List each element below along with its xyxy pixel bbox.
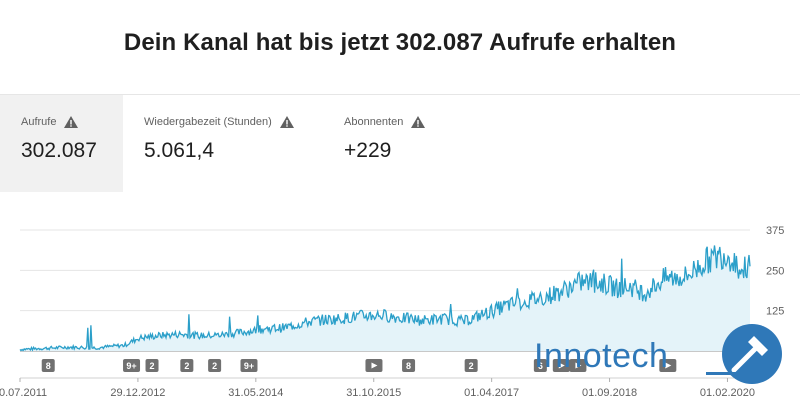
- marker-label: 8: [406, 361, 411, 371]
- annotation-marker[interactable]: [240, 359, 258, 372]
- y-tick-label: 250: [766, 265, 784, 277]
- metric-subscribers[interactable]: Abonnenten +229: [323, 95, 483, 192]
- annotation-marker[interactable]: [402, 359, 416, 372]
- x-tick-label: 30.07.2011: [0, 387, 47, 399]
- divider: [0, 94, 800, 95]
- marker-label: 2: [184, 361, 189, 371]
- play-icon: [558, 362, 565, 369]
- warning-icon[interactable]: [411, 116, 426, 128]
- views-series-line: [19, 245, 751, 352]
- x-tick-label: 29.12.2012: [110, 387, 165, 399]
- x-tick-label: 31.10.2015: [346, 387, 401, 399]
- metric-value: +229: [344, 139, 392, 162]
- play-icon: [371, 362, 378, 369]
- play-icon: [665, 362, 672, 369]
- warning-icon[interactable]: [279, 116, 294, 128]
- x-tick-label: 01.04.2017: [464, 387, 519, 399]
- marker-label: 2: [469, 361, 474, 371]
- metric-views[interactable]: Aufrufe 302.087: [0, 95, 123, 192]
- annotation-marker[interactable]: [533, 359, 547, 372]
- play-icon: [575, 362, 582, 369]
- marker-label: 2: [212, 361, 217, 371]
- metric-label: Aufrufe: [21, 116, 57, 128]
- metric-label: Abonnenten: [344, 116, 404, 128]
- innotech-logo: Innotech: [534, 336, 668, 376]
- warning-icon[interactable]: [64, 116, 79, 128]
- y-tick-label: 375: [766, 225, 784, 237]
- annotation-marker[interactable]: [180, 359, 194, 372]
- annotation-marker[interactable]: [208, 359, 222, 372]
- x-tick-label: 31.05.2014: [228, 387, 283, 399]
- annotation-marker[interactable]: [41, 359, 55, 372]
- annotation-marker[interactable]: [123, 359, 141, 372]
- wrench-icon: [706, 324, 782, 384]
- logo-text: Innotech: [534, 337, 669, 375]
- marker-label: 8: [46, 361, 51, 371]
- page-title: Dein Kanal hat bis jetzt 302.087 Aufrufe…: [123, 29, 677, 56]
- annotation-marker[interactable]: [464, 359, 478, 372]
- views-area: [20, 245, 750, 351]
- metric-value: 5.061,4: [144, 139, 215, 162]
- marker-label: 9+: [244, 361, 254, 371]
- annotation-marker[interactable]: [145, 359, 159, 372]
- metric-value: 302.087: [21, 139, 97, 162]
- marker-label: 2: [150, 361, 155, 371]
- marker-label: 9+: [126, 361, 136, 371]
- x-tick-label: 01.09.2018: [582, 387, 637, 399]
- y-tick-label: 125: [766, 306, 784, 318]
- views-chart[interactable]: 012525037589+2229+82630.07.201129.12.201…: [0, 212, 800, 409]
- x-tick-label: 01.02.2020: [700, 387, 755, 399]
- metric-watch-time[interactable]: Wiedergabezeit (Stunden) 5.061,4: [123, 95, 323, 192]
- marker-label: 6: [538, 361, 543, 371]
- metric-label: Wiedergabezeit (Stunden): [144, 116, 272, 128]
